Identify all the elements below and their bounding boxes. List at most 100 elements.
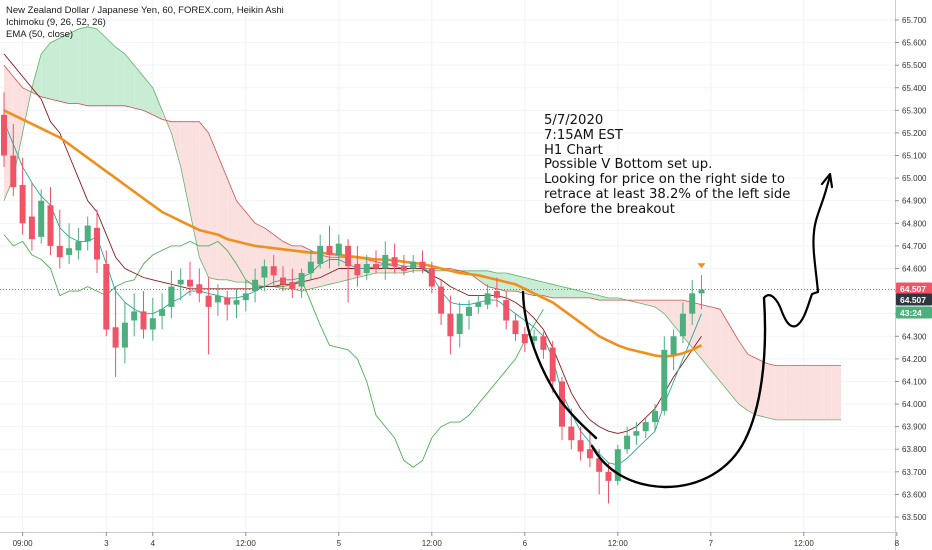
candle-body[interactable]	[642, 422, 649, 432]
cloud-segment	[608, 297, 618, 301]
candle-body[interactable]	[289, 282, 296, 289]
candle-body[interactable]	[159, 309, 166, 316]
candle-body[interactable]	[698, 289, 705, 294]
candle-body[interactable]	[354, 263, 361, 276]
candle-body[interactable]	[28, 216, 35, 240]
candle-body[interactable]	[652, 410, 658, 423]
symbol-title[interactable]: New Zealand Dollar / Japanese Yen, 60, F…	[6, 5, 284, 16]
candle-body[interactable]	[382, 254, 389, 269]
candle-body[interactable]	[38, 200, 45, 237]
candle-body[interactable]	[512, 320, 519, 335]
candle-body[interactable]	[391, 257, 398, 267]
candle-body[interactable]	[84, 225, 91, 242]
candle-body[interactable]	[670, 336, 677, 355]
candle-body[interactable]	[484, 293, 491, 305]
cloud-segment	[794, 365, 804, 420]
candle-body[interactable]	[168, 286, 175, 307]
candle-body[interactable]	[298, 273, 305, 287]
annotation-line: Possible V Bottom set up.	[544, 157, 713, 173]
conversion-line[interactable]	[3, 121, 702, 466]
time-axis[interactable]: 09:00 3 4 12:00 5 12:00 6 12:00 7 12:00 8	[0, 532, 900, 550]
candle-body[interactable]	[307, 261, 314, 274]
candle-body[interactable]	[252, 279, 259, 292]
candle-body[interactable]	[94, 227, 100, 260]
text-annotation[interactable]: 5/7/2020 7:15AM EST H1 Chart Possible V Bot…	[544, 113, 790, 218]
candle-body[interactable]	[410, 261, 417, 269]
candle-body[interactable]	[605, 471, 612, 481]
candle-body[interactable]	[66, 248, 73, 255]
candle-body[interactable]	[121, 322, 128, 348]
candle-body[interactable]	[317, 245, 324, 264]
v-bottom-left-stroke[interactable]	[521, 290, 598, 440]
candle-body[interactable]	[596, 458, 603, 472]
breakout-arrow-stroke[interactable]	[762, 174, 832, 328]
candle-body[interactable]	[131, 311, 138, 321]
candle-body[interactable]	[280, 277, 286, 285]
candlestick-series[interactable]	[1, 92, 706, 504]
ema-legend[interactable]: EMA (50, close)	[6, 29, 74, 41]
candle-body[interactable]	[521, 334, 528, 344]
candle-body[interactable]	[475, 302, 482, 307]
candle-body[interactable]	[242, 293, 249, 301]
candle-body[interactable]	[577, 440, 584, 452]
candle-body[interactable]	[531, 336, 538, 341]
candle-body[interactable]	[47, 205, 54, 246]
time-tick-label: 8	[895, 539, 900, 548]
candle-body[interactable]	[363, 263, 370, 274]
candle-body[interactable]	[103, 263, 110, 330]
candle-body[interactable]	[205, 295, 212, 307]
candle-body[interactable]	[503, 300, 510, 321]
candle-body[interactable]	[466, 306, 472, 316]
v-bottom-right-stroke[interactable]	[590, 296, 767, 489]
candle-body[interactable]	[661, 349, 668, 411]
base-line[interactable]	[3, 53, 702, 434]
candle-body[interactable]	[614, 449, 621, 481]
candle-body[interactable]	[549, 347, 556, 382]
candle-body[interactable]	[335, 243, 342, 255]
candle-body[interactable]	[438, 286, 445, 314]
candle-body[interactable]	[261, 266, 268, 278]
candle-body[interactable]	[149, 318, 156, 330]
candle-body[interactable]	[112, 327, 119, 348]
candle-body[interactable]	[540, 336, 547, 350]
candle-body[interactable]	[456, 313, 463, 335]
candle-body[interactable]	[270, 266, 277, 276]
candle-body[interactable]	[493, 291, 500, 298]
time-tick-label: 5	[337, 539, 342, 548]
candle-body[interactable]	[419, 261, 426, 269]
candle-body[interactable]	[373, 263, 379, 269]
candle-body[interactable]	[689, 293, 696, 314]
candle-body[interactable]	[196, 284, 203, 294]
cloud-segment	[190, 121, 200, 258]
ema-line[interactable]	[3, 109, 703, 358]
candle-body[interactable]	[326, 245, 333, 255]
hand-drawn-v-bottom[interactable]	[521, 172, 834, 489]
price-axis[interactable]: 63.500 63.600 63.700 63.800 63.900 64.000 64.1…	[895, 0, 932, 550]
candle-body[interactable]	[10, 155, 17, 188]
price-tick-label: 64.000	[902, 400, 927, 409]
candle-body[interactable]	[177, 279, 184, 285]
candle-body[interactable]	[214, 295, 221, 303]
cloud-segment	[813, 365, 823, 420]
candle-body[interactable]	[679, 313, 686, 337]
price-tick-label: 64.200	[902, 355, 927, 364]
candle-body[interactable]	[224, 297, 231, 305]
candle-body[interactable]	[56, 245, 63, 258]
candle-body[interactable]	[447, 313, 454, 337]
candle-body[interactable]	[633, 431, 640, 436]
candle-body[interactable]	[624, 435, 631, 450]
cloud-segment	[50, 38, 60, 102]
candle-body[interactable]	[345, 245, 352, 267]
candle-body[interactable]	[187, 279, 193, 287]
candle-body[interactable]	[400, 266, 407, 271]
candle-body[interactable]	[75, 241, 82, 251]
ichimoku-legend[interactable]: Ichimoku (9, 26, 52, 26)	[6, 17, 106, 29]
candle-body[interactable]	[140, 311, 147, 330]
candle-body[interactable]	[1, 114, 7, 156]
candle-body[interactable]	[233, 300, 240, 305]
candle-body[interactable]	[19, 184, 26, 224]
candle-body[interactable]	[568, 426, 575, 441]
candle-body[interactable]	[428, 268, 435, 287]
candle-body[interactable]	[586, 449, 593, 459]
